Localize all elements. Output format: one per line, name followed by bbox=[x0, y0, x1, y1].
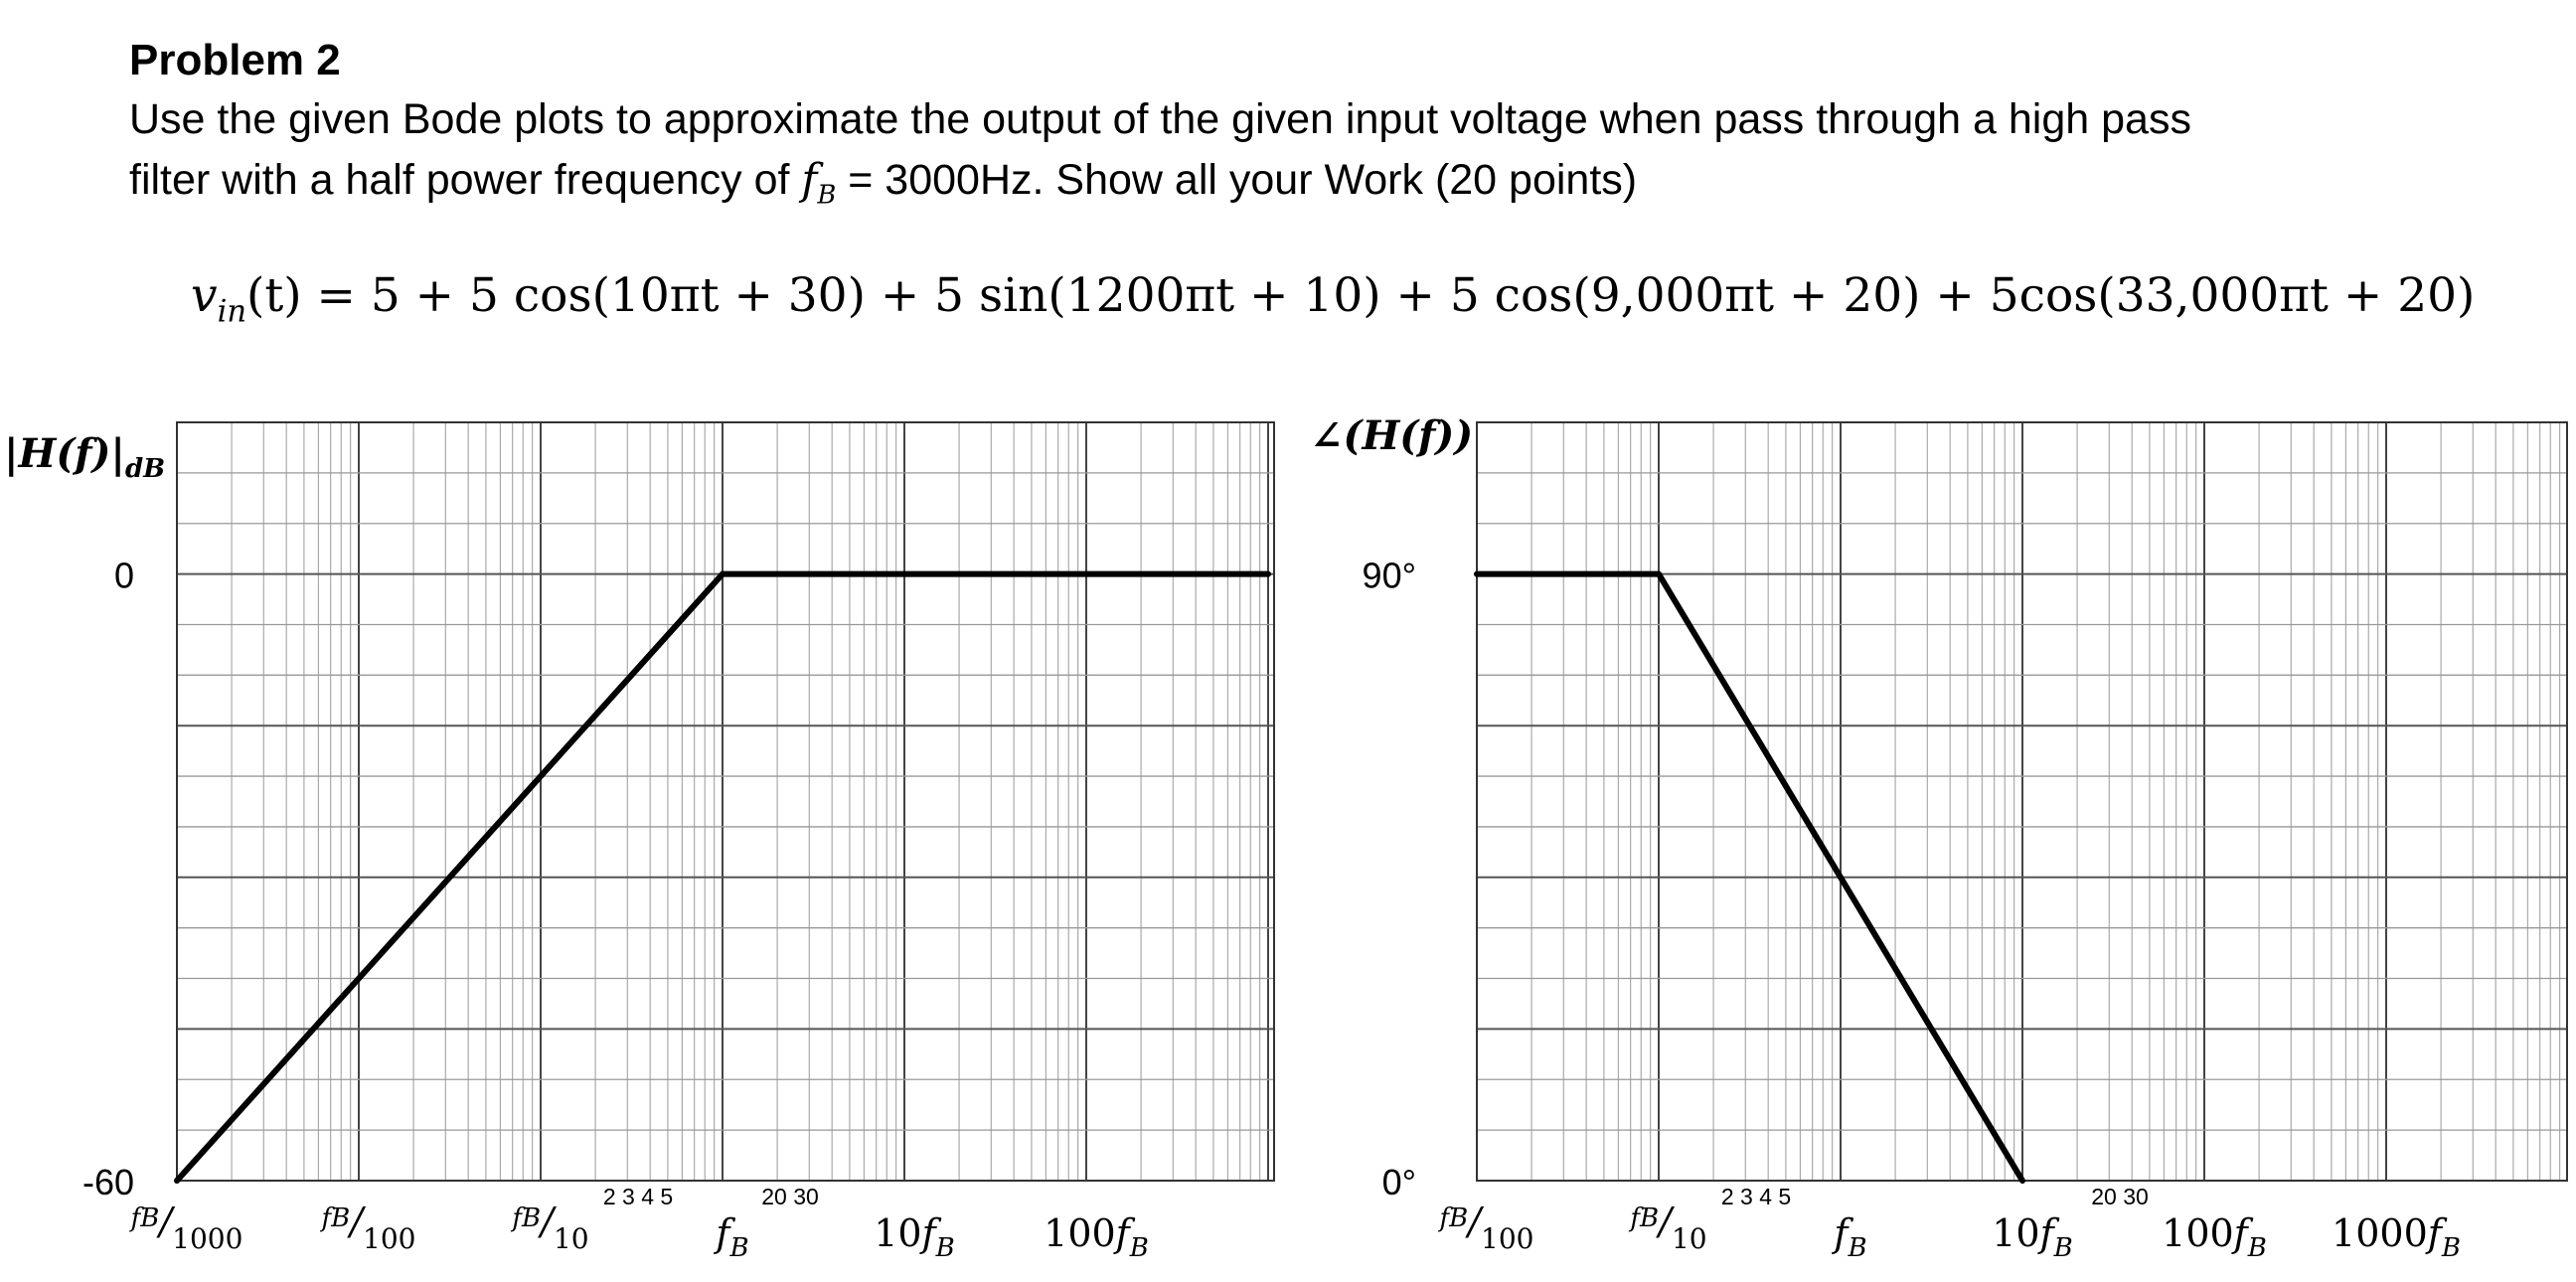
x-tick-label: fB/100 bbox=[320, 1200, 416, 1255]
y-axis-label: |H(f)|dB bbox=[4, 430, 165, 484]
plot-grid bbox=[1476, 421, 2568, 1182]
equation-lhs-var: v bbox=[191, 268, 218, 323]
x-tick-label: fB/100 bbox=[1438, 1200, 1534, 1255]
x-tick-label: 1000fB bbox=[2332, 1211, 2461, 1263]
statement-text-pre: filter with a half power frequency of bbox=[129, 156, 802, 204]
x-tick-label: fB/1000 bbox=[129, 1200, 243, 1255]
problem-statement-line1: Use the given Bode plots to approximate … bbox=[129, 95, 2191, 143]
statement-text-post: = 3000Hz. Show all your Work (20 points) bbox=[836, 156, 1638, 204]
y-axis-label: ∠(H(f)) bbox=[1310, 412, 1473, 459]
minor-tick-numbers-high: 20 30 bbox=[2091, 1184, 2149, 1209]
problem-title: Problem 2 bbox=[129, 36, 341, 84]
input-voltage-equation: vin(t) = 5 + 5 cos(10πt + 30) + 5 sin(12… bbox=[191, 268, 2475, 329]
x-tick-label: 100fB bbox=[2162, 1211, 2267, 1263]
problem-statement-line2: filter with a half power frequency of fB… bbox=[129, 155, 1637, 211]
minor-tick-numbers-high: 20 30 bbox=[761, 1184, 819, 1209]
x-tick-label: 10fB bbox=[1992, 1211, 2073, 1263]
x-tick-label: fB/10 bbox=[1628, 1200, 1706, 1255]
fb-subscript: B bbox=[817, 180, 837, 211]
plot-grid bbox=[176, 421, 1275, 1182]
x-tick-label: fB/10 bbox=[510, 1200, 588, 1255]
fb-letter: f bbox=[801, 155, 818, 205]
minor-tick-numbers-low: 2 3 4 5 bbox=[1721, 1184, 1791, 1209]
y-tick-label: 90° bbox=[1363, 556, 1416, 596]
equation-lhs-arg: (t) bbox=[246, 268, 302, 323]
equation-lhs-sub: in bbox=[217, 294, 247, 330]
y-tick-label: 0 bbox=[114, 556, 134, 596]
y-tick-label: 0° bbox=[1382, 1162, 1416, 1202]
x-tick-label: 100fB bbox=[1044, 1211, 1149, 1263]
x-tick-label: fB bbox=[1831, 1211, 1866, 1263]
fb-symbol: fB bbox=[801, 155, 836, 211]
minor-tick-numbers-low: 2 3 4 5 bbox=[603, 1184, 673, 1209]
bode-curve-segment bbox=[174, 570, 725, 1184]
bode-curve-segment bbox=[1656, 570, 2025, 1184]
equation-rhs: = 5 + 5 cos(10πt + 30) + 5 sin(1200πt + … bbox=[301, 268, 2476, 323]
y-tick-label: -60 bbox=[82, 1162, 134, 1202]
plot-frame bbox=[176, 421, 1275, 1182]
